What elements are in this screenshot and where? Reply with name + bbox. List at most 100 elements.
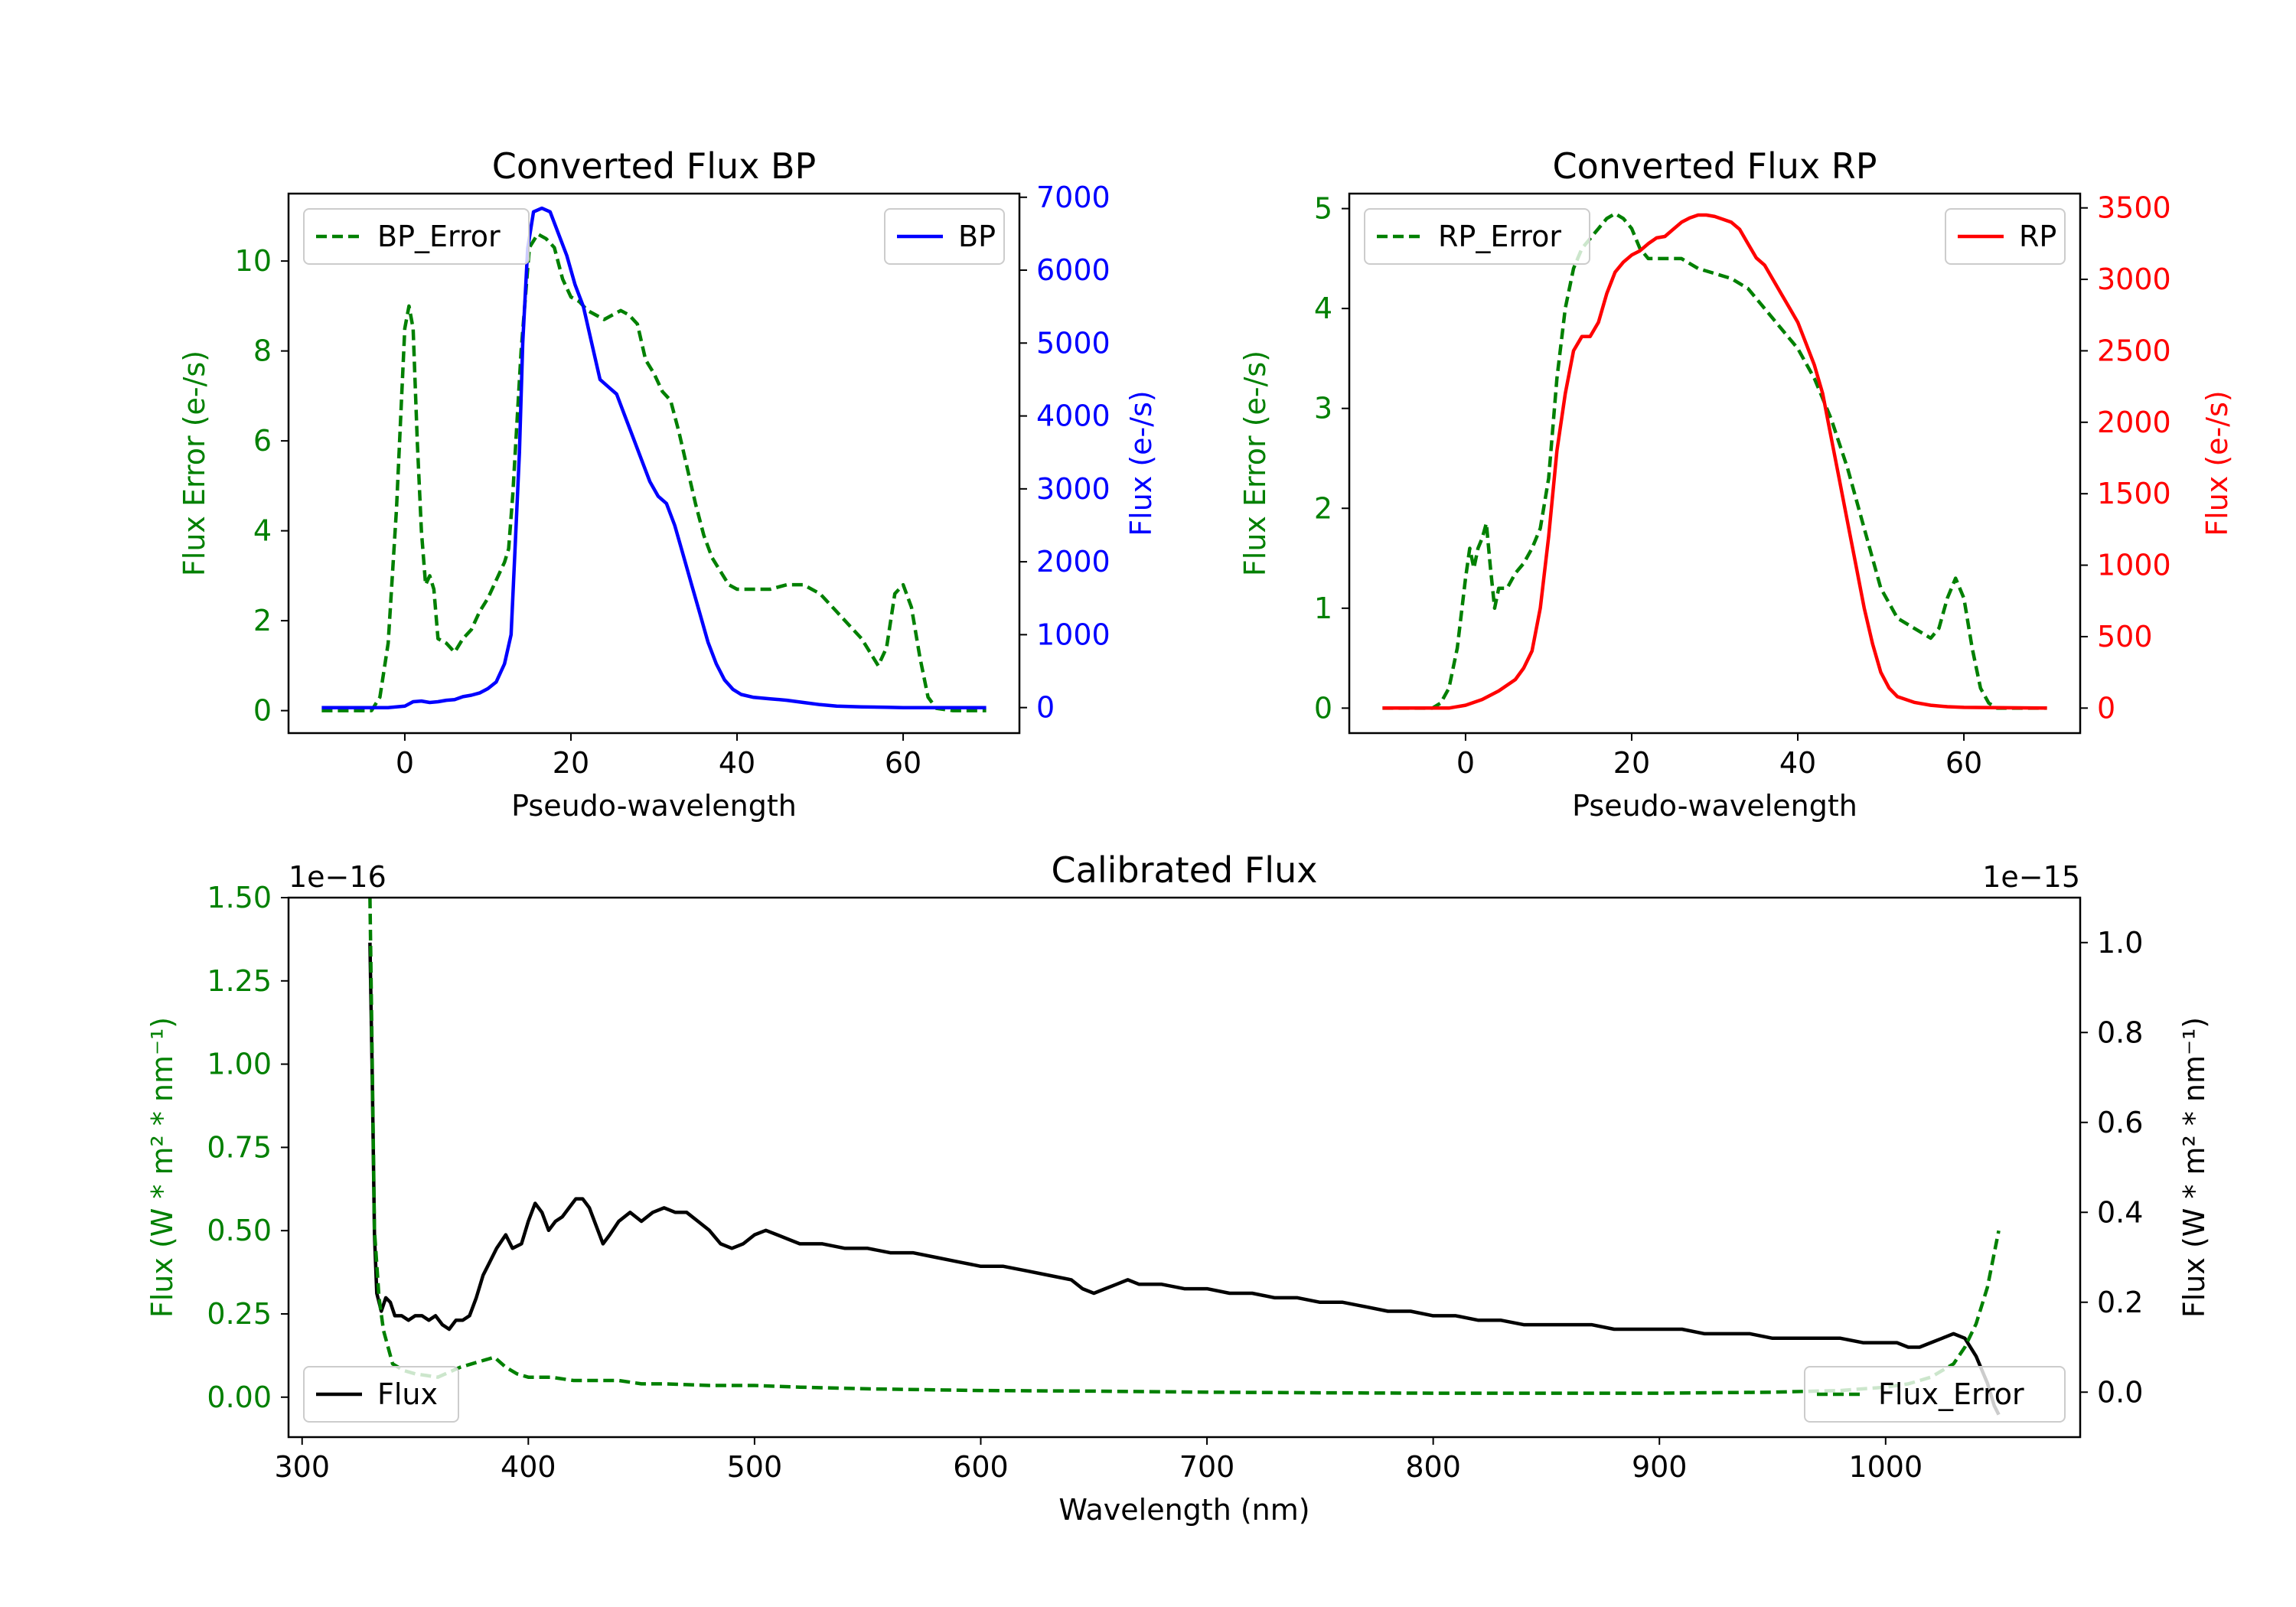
x-tick-label: 40	[719, 746, 755, 780]
y-right-tick-label: 5000	[1036, 326, 1110, 360]
x-tick-label: 60	[1945, 746, 1982, 780]
y-right-tick-label: 0.4	[2097, 1195, 2143, 1229]
legend-box	[884, 208, 1005, 265]
y-right-axis-label: Flux (e-/s)	[1124, 390, 1158, 536]
plot-frame	[287, 896, 2082, 1439]
x-tick-label: 20	[1613, 746, 1650, 780]
series-line-rp	[1382, 213, 2047, 710]
y-right-tick-label: 1.0	[2097, 926, 2143, 960]
y-left-tick-label: 2	[1314, 491, 1332, 525]
chart-title: Calibrated Flux	[1052, 849, 1318, 891]
y-left-tick-label: 1.50	[207, 881, 272, 914]
y-left-tick-label: 1.25	[207, 964, 272, 998]
y-right-tick-label: 6000	[1036, 253, 1110, 287]
y-right-tick-label: 1000	[1036, 618, 1110, 651]
y-right-axis-label: Flux (W * m² * nm⁻¹)	[2177, 1017, 2211, 1318]
legend-flux-error: Flux_Error	[1804, 1366, 2066, 1423]
legend-label: Flux_Error	[1878, 1377, 2024, 1411]
legend-flux: Flux	[303, 1366, 459, 1423]
x-tick-label: 1000	[1848, 1450, 1923, 1484]
chart-title: Converted Flux BP	[492, 145, 817, 187]
y-right-axis-label: Flux (e-/s)	[2200, 390, 2234, 536]
series-line-rp-error	[1382, 211, 2047, 710]
y-right-tick-label: 0	[2097, 691, 2115, 725]
y-right-tick-label: 1000	[2097, 549, 2171, 582]
chart-2: 0 20 40 60 0 1 2 3 4 5 0 500 1000 1500 2000 2500 3000 350…	[1238, 145, 2234, 823]
y-right-tick-label: 0	[1036, 691, 1055, 725]
x-tick-label: 400	[501, 1450, 556, 1484]
legend-bp-error: BP_Error	[303, 208, 530, 265]
legend-label: BP	[958, 220, 996, 253]
x-axis-label: Pseudo-wavelength	[1572, 789, 1857, 823]
y-right-tick-label: 2000	[1036, 545, 1110, 579]
legend-label: RP	[2019, 220, 2056, 253]
y-left-tick-label: 4	[253, 514, 272, 548]
y-left-tick-label: 8	[253, 334, 272, 368]
y-right-tick-label: 2500	[2097, 334, 2171, 367]
y-left-axis-label: Flux Error (e-/s)	[1238, 350, 1272, 576]
x-tick-label: 20	[553, 746, 589, 780]
legend-box	[303, 208, 530, 265]
legend-label: BP_Error	[377, 220, 501, 253]
chart-3: 300 400 500 600 700 800 900 1000 0.00 0.25 0.50 0.7…	[145, 849, 2211, 1527]
x-tick-label: 60	[885, 746, 921, 780]
legend-bp: BP	[884, 208, 1005, 265]
x-tick-label: 0	[396, 746, 414, 780]
y-right-tick-label: 7000	[1036, 181, 1110, 214]
x-tick-label: 300	[274, 1450, 330, 1484]
y-right-tick-label: 500	[2097, 620, 2153, 654]
legend-box	[303, 1366, 459, 1423]
y-left-tick-label: 5	[1314, 192, 1332, 226]
series-line-bp	[321, 206, 987, 709]
legend-box	[1945, 208, 2066, 265]
y-left-tick-label: 0.00	[207, 1380, 272, 1414]
chart-title: Converted Flux RP	[1553, 145, 1877, 187]
plot-frame	[1348, 192, 2082, 735]
y-right-tick-label: 3500	[2097, 191, 2171, 225]
legend-label: Flux	[377, 1377, 438, 1411]
y-left-tick-label: 4	[1314, 292, 1332, 325]
y-left-tick-label: 3	[1314, 392, 1332, 425]
y-left-tick-label: 0	[253, 694, 272, 728]
x-tick-label: 500	[727, 1450, 783, 1484]
series-line-flux	[368, 942, 2001, 1416]
y-left-tick-label: 0.75	[207, 1130, 272, 1164]
legend-label: RP_Error	[1438, 220, 1561, 253]
y-right-tick-label: 1500	[2097, 477, 2171, 510]
series-line-bp-error	[321, 232, 987, 712]
y-left-tick-label: 1.00	[207, 1048, 272, 1081]
y-left-tick-label: 0.25	[207, 1297, 272, 1331]
y-right-tick-label: 2000	[2097, 406, 2171, 439]
y-left-tick-label: 6	[253, 424, 272, 458]
y-left-tick-label: 0	[1314, 691, 1332, 725]
y-left-axis-label: Flux (W * m² * nm⁻¹)	[145, 1017, 179, 1318]
y-right-tick-label: 0.8	[2097, 1015, 2143, 1049]
y-left-tick-label: 2	[253, 604, 272, 637]
x-tick-label: 600	[953, 1450, 1009, 1484]
x-tick-label: 800	[1405, 1450, 1461, 1484]
plot-frame	[287, 192, 1021, 735]
legend-box	[1804, 1366, 2066, 1423]
x-tick-label: 0	[1456, 746, 1475, 780]
y-left-axis-label: Flux Error (e-/s)	[178, 350, 211, 576]
y-left-tick-label: 0.50	[207, 1214, 272, 1247]
y-left-tick-label: 10	[235, 244, 272, 278]
y-right-tick-label: 3000	[1036, 472, 1110, 506]
x-axis-label: Pseudo-wavelength	[511, 789, 797, 823]
x-axis-label: Wavelength (nm)	[1058, 1493, 1309, 1527]
y-right-tick-label: 0.2	[2097, 1286, 2143, 1319]
y-right-tick-label: 0.6	[2097, 1106, 2143, 1139]
x-tick-label: 900	[1632, 1450, 1688, 1484]
y-left-offset-text: 1e−16	[289, 860, 386, 894]
y-left-tick-label: 1	[1314, 592, 1332, 625]
chart-1: 0 20 40 60 0 2 4 6 8 10 0 1000 2000 3000 4000 5000 6000 7…	[178, 145, 1158, 823]
x-tick-label: 700	[1179, 1450, 1235, 1484]
series-line-flux-error	[368, 898, 2001, 1395]
legend-rp-error: RP_Error	[1364, 208, 1590, 265]
y-right-offset-text: 1e−15	[1982, 860, 2080, 894]
y-right-tick-label: 0.0	[2097, 1375, 2143, 1409]
legend-rp: RP	[1945, 208, 2066, 265]
legend-box	[1364, 208, 1590, 265]
x-tick-label: 40	[1779, 746, 1816, 780]
